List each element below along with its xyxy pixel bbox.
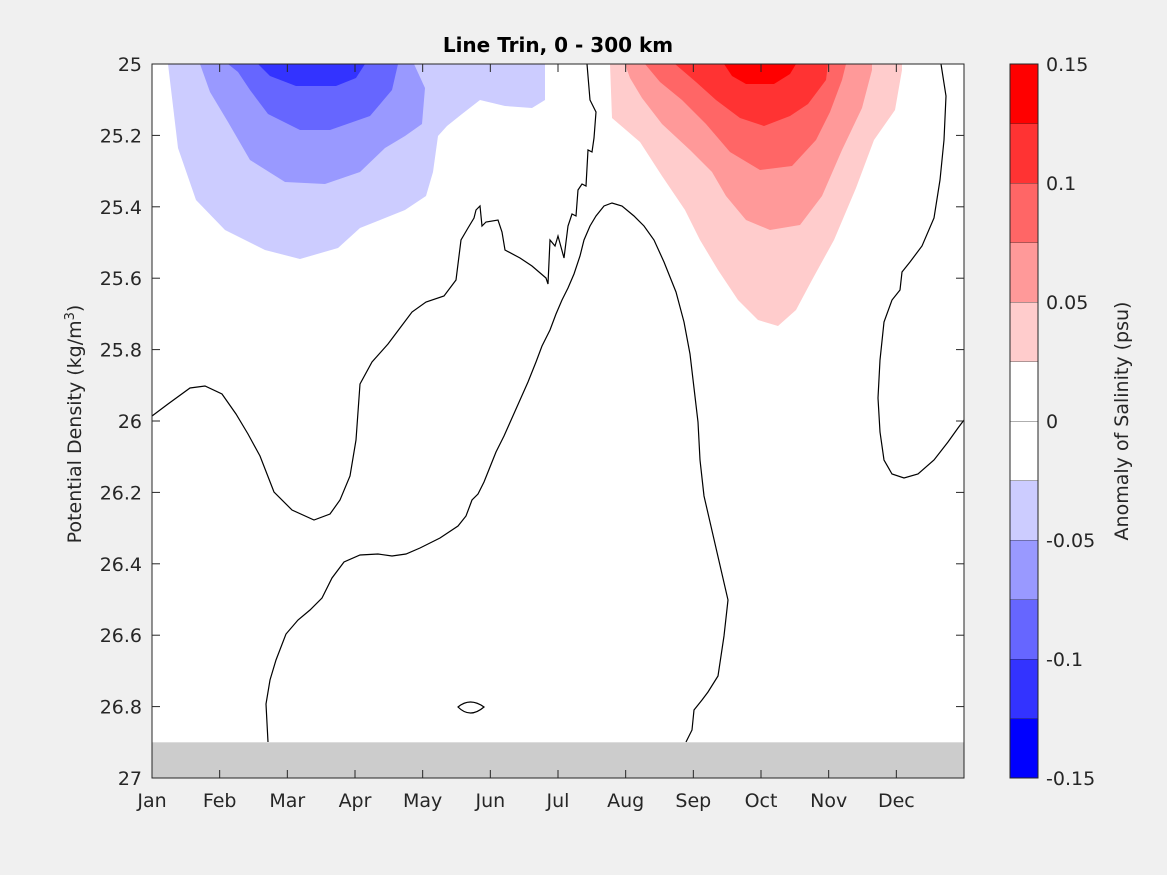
x-tick-label: May bbox=[403, 790, 442, 812]
y-tick-label: 25 bbox=[118, 54, 142, 76]
y-tick-label: 25.8 bbox=[100, 340, 142, 362]
colorbar-level bbox=[1010, 183, 1038, 243]
x-tick-label: Jan bbox=[136, 790, 166, 812]
colorbar-level bbox=[1010, 64, 1038, 124]
y-axis: 25 25.2 25.4 25.6 25.8 26 26.2 26.4 26.6 26.8 27 bbox=[100, 54, 964, 790]
y-axis-label: Potential Density (kg/m3) bbox=[63, 305, 86, 544]
y-tick-label: 27 bbox=[118, 768, 142, 790]
colorbar-frame bbox=[1009, 63, 1039, 779]
colorbar bbox=[1010, 63, 1038, 778]
x-tick-label: Oct bbox=[745, 790, 778, 812]
y-tick-label: 26.2 bbox=[100, 482, 142, 504]
x-tick-label: Jul bbox=[546, 790, 570, 812]
colorbar-tick-label: 0.1 bbox=[1046, 173, 1076, 195]
y-tick-label: 26.4 bbox=[100, 554, 142, 576]
colorbar-tick-label: -0.1 bbox=[1046, 649, 1083, 671]
colorbar-level bbox=[1010, 242, 1038, 302]
positive-anomaly-band-015 bbox=[724, 64, 796, 84]
colorbar-level bbox=[1010, 361, 1038, 421]
colorbar-level bbox=[1010, 302, 1038, 362]
y-tick-label: 25.2 bbox=[100, 125, 142, 147]
x-tick-label: Mar bbox=[269, 790, 305, 812]
colorbar-tick-label: 0.15 bbox=[1046, 54, 1088, 76]
zero-contour-left bbox=[152, 64, 597, 521]
colorbar-level bbox=[1010, 480, 1038, 540]
zero-contour-middle bbox=[265, 202, 729, 743]
x-tick-label: Aug bbox=[607, 790, 644, 812]
y-tick-label: 26.6 bbox=[100, 625, 142, 647]
positive-anomaly-band-0125 bbox=[675, 64, 828, 126]
colorbar-level bbox=[1010, 540, 1038, 600]
x-tick-label: Feb bbox=[203, 790, 237, 812]
colorbar-label: Anomaly of Salinity (psu) bbox=[1111, 302, 1133, 541]
colorbar-ticks: 0.15 0.1 0.05 0 -0.05 -0.1 -0.15 bbox=[1046, 54, 1095, 790]
colorbar-tick-label: 0 bbox=[1046, 411, 1058, 433]
zero-contour-small-loop bbox=[457, 701, 485, 714]
y-tick-label: 25.4 bbox=[100, 197, 142, 219]
x-tick-label: Sep bbox=[675, 790, 711, 812]
colorbar-level bbox=[1010, 718, 1038, 778]
colorbar-level bbox=[1010, 659, 1038, 719]
negative-anomaly-band-0125 bbox=[258, 64, 365, 86]
chart-title: Line Trin, 0 - 300 km bbox=[443, 33, 673, 57]
x-tick-label: Jun bbox=[474, 790, 505, 812]
colorbar-tick-label: -0.15 bbox=[1046, 768, 1095, 790]
y-tick-label: 26 bbox=[118, 411, 142, 433]
colorbar-level bbox=[1010, 421, 1038, 481]
colorbar-level bbox=[1010, 123, 1038, 183]
negative-anomaly-band-01 bbox=[228, 64, 398, 130]
zero-contour-right bbox=[877, 64, 964, 479]
y-tick-label: 25.6 bbox=[100, 268, 142, 290]
colorbar-level bbox=[1010, 599, 1038, 659]
y-tick-label: 26.8 bbox=[100, 697, 142, 719]
x-tick-label: Apr bbox=[339, 790, 372, 812]
y-axis-label-superscript: 3 bbox=[63, 312, 78, 320]
x-tick-label: Dec bbox=[878, 790, 915, 812]
colorbar-tick-label: 0.05 bbox=[1046, 292, 1088, 314]
x-axis: Jan Feb Mar Apr May Jun Jul Aug Sep Oct Nov Dec bbox=[136, 64, 915, 812]
colorbar-tick-label: -0.05 bbox=[1046, 530, 1095, 552]
x-tick-label: Nov bbox=[810, 790, 847, 812]
